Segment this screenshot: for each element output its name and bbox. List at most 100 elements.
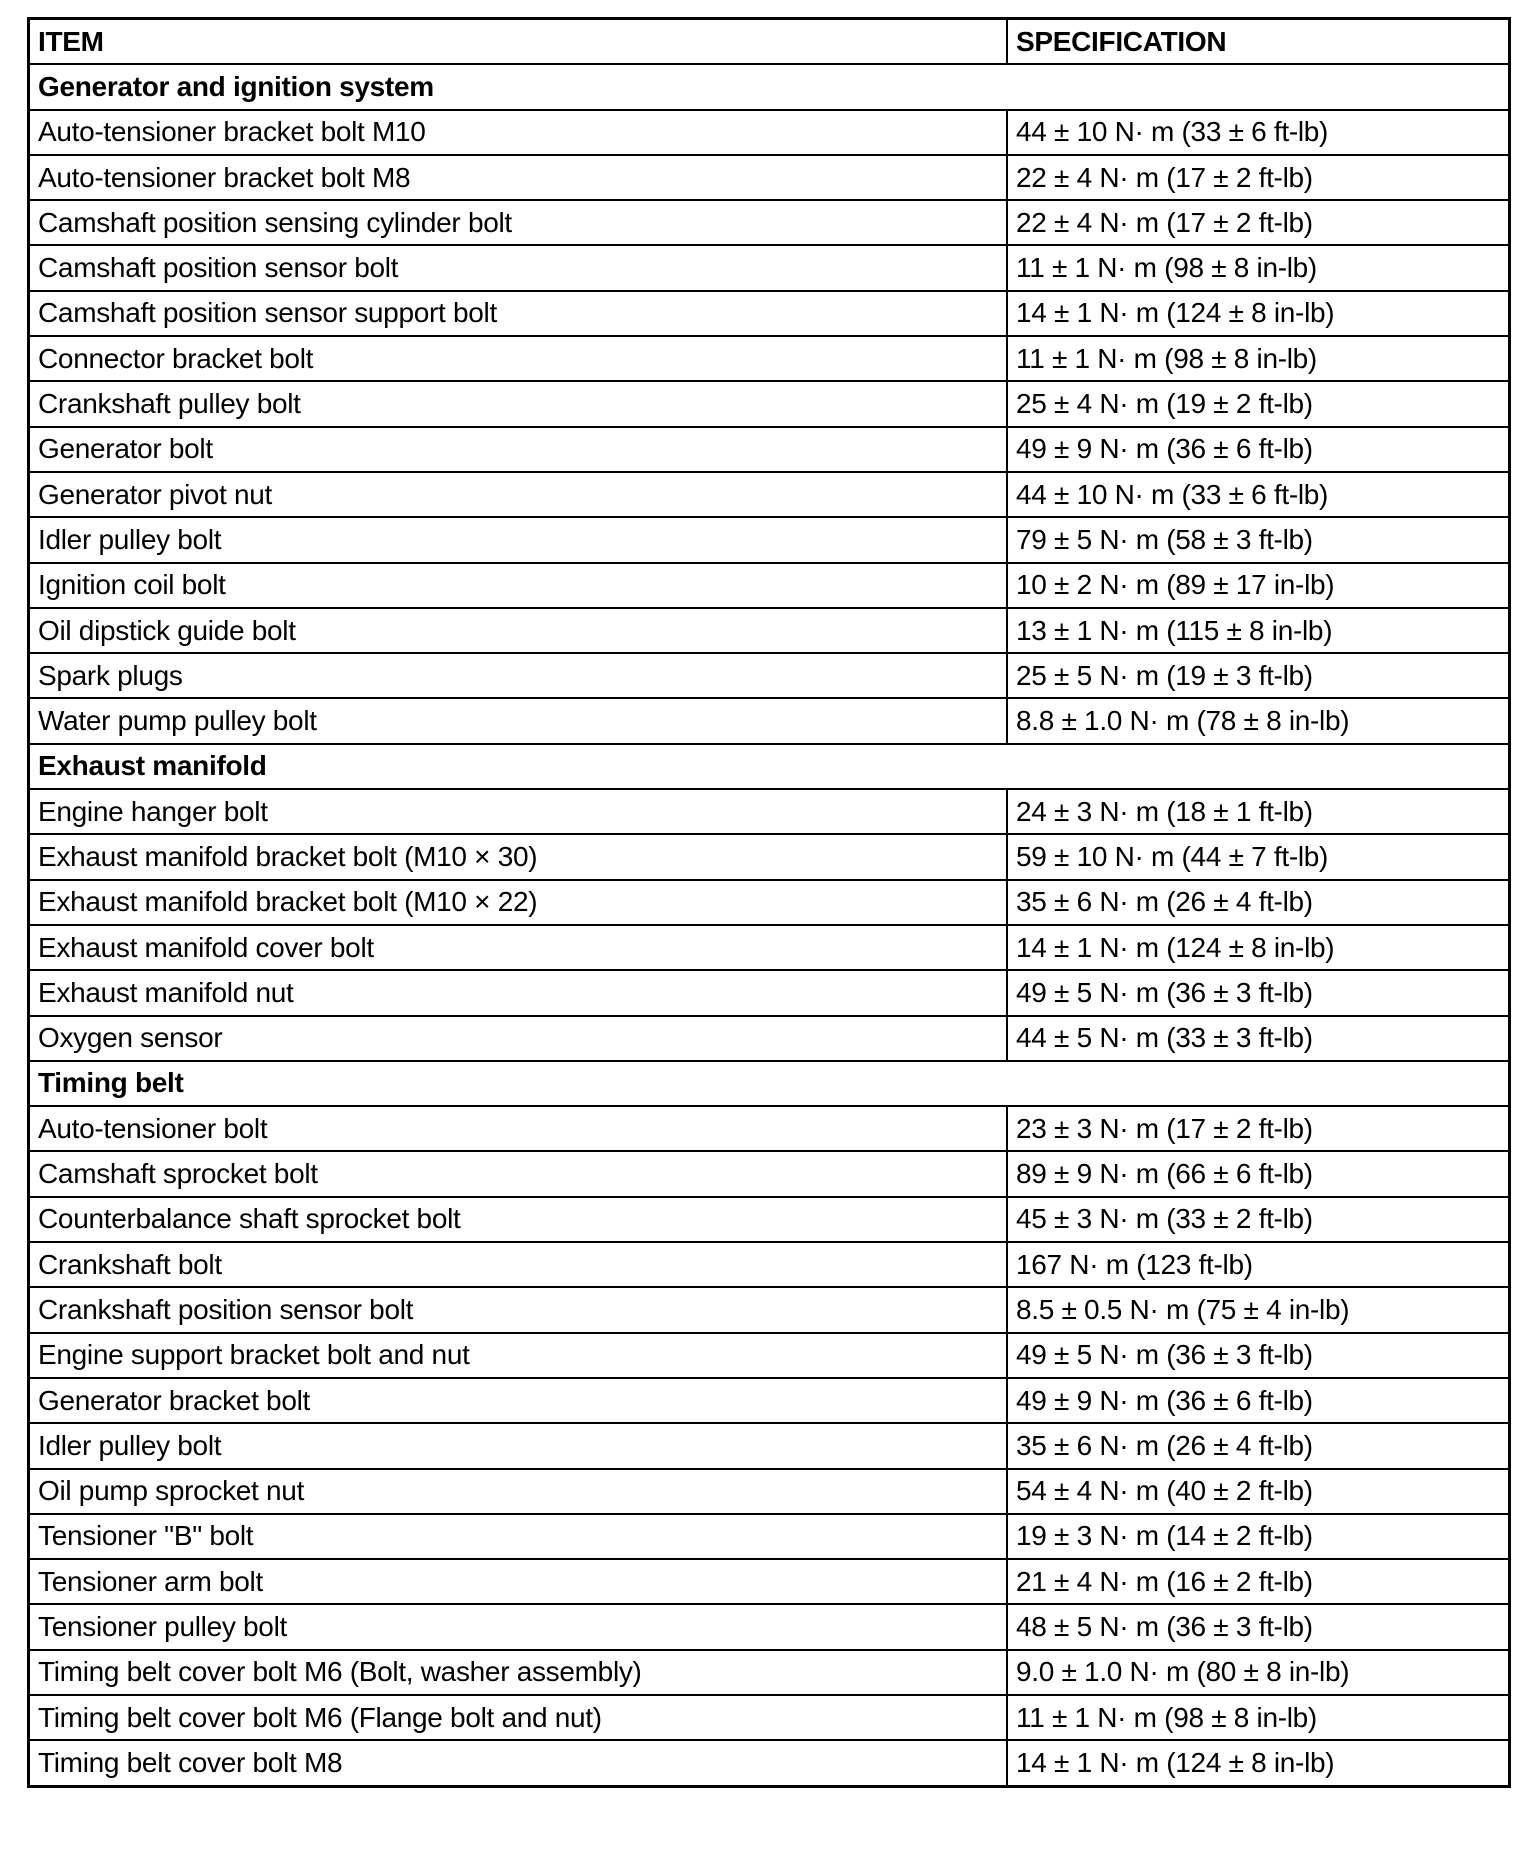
table-row: Crankshaft bolt 167 N· m (123 ft-lb) — [27, 1241, 1511, 1289]
table-row: Idler pulley bolt 79 ± 5 N· m (58 ± 3 ft-… — [27, 516, 1511, 564]
item-cell: Tensioner arm bolt — [27, 1558, 1008, 1606]
item-cell: Idler pulley bolt — [27, 516, 1008, 564]
table-row: Exhaust manifold bracket bolt (M10 × 30)… — [27, 833, 1511, 881]
specification-cell: 79 ± 5 N· m (58 ± 3 ft-lb) — [1006, 516, 1511, 564]
item-cell: Engine support bracket bolt and nut — [27, 1331, 1008, 1379]
specification-cell: 21 ± 4 N· m (16 ± 2 ft-lb) — [1006, 1558, 1511, 1606]
item-cell: Generator bracket bolt — [27, 1376, 1008, 1425]
table-row: Crankshaft pulley bolt 25 ± 4 N· m (19 ± … — [27, 380, 1511, 428]
section-title: Timing belt — [27, 1059, 1511, 1108]
table-row: Generator bracket bolt 49 ± 9 N· m (36 ± … — [27, 1376, 1511, 1425]
specification-cell: 25 ± 5 N· m (19 ± 3 ft-lb) — [1006, 652, 1511, 700]
specification-cell: 9.0 ± 1.0 N· m (80 ± 8 in-lb) — [1006, 1648, 1511, 1696]
table-row: Generator bolt 49 ± 9 N· m (36 ± 6 ft-lb) — [27, 425, 1511, 473]
item-cell: Oil pump sprocket nut — [27, 1467, 1008, 1515]
specification-cell: 44 ± 5 N· m (33 ± 3 ft-lb) — [1006, 1014, 1511, 1062]
item-cell: Exhaust manifold bracket bolt (M10 × 22) — [27, 878, 1008, 926]
specification-cell: 19 ± 3 N· m (14 ± 2 ft-lb) — [1006, 1512, 1511, 1561]
item-cell: Timing belt cover bolt M6 (Bolt, washer … — [27, 1648, 1008, 1696]
item-cell: Tensioner "B" bolt — [27, 1512, 1008, 1561]
specification-cell: 48 ± 5 N· m (36 ± 3 ft-lb) — [1006, 1603, 1511, 1651]
specification-cell: 167 N· m (123 ft-lb) — [1006, 1241, 1511, 1289]
table-row: Auto-tensioner bracket bolt M8 22 ± 4 N· … — [27, 153, 1511, 202]
specification-cell: 49 ± 9 N· m (36 ± 6 ft-lb) — [1006, 1376, 1511, 1425]
specification-cell: 49 ± 9 N· m (36 ± 6 ft-lb) — [1006, 425, 1511, 473]
specification-cell: 14 ± 1 N· m (124 ± 8 in-lb) — [1006, 289, 1511, 338]
item-cell: Crankshaft pulley bolt — [27, 380, 1008, 428]
header-item: ITEM — [27, 17, 1008, 66]
table-row: Connector bracket bolt 11 ± 1 N· m (98 ± … — [27, 335, 1511, 383]
table-row: Engine support bracket bolt and nut 49 ± … — [27, 1331, 1511, 1379]
section-title: Exhaust manifold — [27, 742, 1511, 791]
item-cell: Tensioner pulley bolt — [27, 1603, 1008, 1651]
specification-cell: 22 ± 4 N· m (17 ± 2 ft-lb) — [1006, 199, 1511, 247]
item-cell: Oxygen sensor — [27, 1014, 1008, 1062]
table-row: Engine hanger bolt 24 ± 3 N· m (18 ± 1 ft… — [27, 788, 1511, 836]
specification-cell: 44 ± 10 N· m (33 ± 6 ft-lb) — [1006, 108, 1511, 156]
specification-cell: 11 ± 1 N· m (98 ± 8 in-lb) — [1006, 244, 1511, 292]
specification-cell: 24 ± 3 N· m (18 ± 1 ft-lb) — [1006, 788, 1511, 836]
table-row: Spark plugs 25 ± 5 N· m (19 ± 3 ft-lb) — [27, 652, 1511, 700]
table-row: Exhaust manifold cover bolt 14 ± 1 N· m (… — [27, 923, 1511, 972]
specification-cell: 13 ± 1 N· m (115 ± 8 in-lb) — [1006, 606, 1511, 655]
header-row: ITEM SPECIFICATION — [27, 17, 1511, 66]
specification-cell: 8.5 ± 0.5 N· m (75 ± 4 in-lb) — [1006, 1286, 1511, 1334]
specification-cell: 89 ± 9 N· m (66 ± 6 ft-lb) — [1006, 1150, 1511, 1198]
specification-cell: 22 ± 4 N· m (17 ± 2 ft-lb) — [1006, 153, 1511, 202]
section-row: Timing belt — [27, 1059, 1511, 1108]
table-row: Idler pulley bolt 35 ± 6 N· m (26 ± 4 ft-… — [27, 1422, 1511, 1470]
specification-cell: 10 ± 2 N· m (89 ± 17 in-lb) — [1006, 561, 1511, 609]
table-row: Tensioner pulley bolt 48 ± 5 N· m (36 ± 3… — [27, 1603, 1511, 1651]
item-cell: Exhaust manifold cover bolt — [27, 923, 1008, 972]
table-row: Camshaft position sensor support bolt 14 … — [27, 289, 1511, 338]
section-title: Generator and ignition system — [27, 63, 1511, 111]
specification-cell: 14 ± 1 N· m (124 ± 8 in-lb) — [1006, 923, 1511, 972]
specification-cell: 23 ± 3 N· m (17 ± 2 ft-lb) — [1006, 1105, 1511, 1153]
table-row: Crankshaft position sensor bolt 8.5 ± 0.5… — [27, 1286, 1511, 1334]
table-row: Oil pump sprocket nut 54 ± 4 N· m (40 ± 2… — [27, 1467, 1511, 1515]
item-cell: Timing belt cover bolt M8 — [27, 1739, 1008, 1788]
specification-cell: 8.8 ± 1.0 N· m (78 ± 8 in-lb) — [1006, 697, 1511, 745]
item-cell: Camshaft position sensor support bolt — [27, 289, 1008, 338]
item-cell: Timing belt cover bolt M6 (Flange bolt a… — [27, 1693, 1008, 1742]
item-cell: Crankshaft position sensor bolt — [27, 1286, 1008, 1334]
header-specification: SPECIFICATION — [1006, 17, 1511, 66]
specification-cell: 49 ± 5 N· m (36 ± 3 ft-lb) — [1006, 969, 1511, 1017]
item-cell: Engine hanger bolt — [27, 788, 1008, 836]
item-cell: Spark plugs — [27, 652, 1008, 700]
table-row: Generator pivot nut 44 ± 10 N· m (33 ± 6 … — [27, 470, 1511, 519]
specification-cell: 59 ± 10 N· m (44 ± 7 ft-lb) — [1006, 833, 1511, 881]
table-row: Oil dipstick guide bolt 13 ± 1 N· m (115 … — [27, 606, 1511, 655]
item-cell: Exhaust manifold bracket bolt (M10 × 30) — [27, 833, 1008, 881]
table-row: Ignition coil bolt 10 ± 2 N· m (89 ± 17 i… — [27, 561, 1511, 609]
item-cell: Counterbalance shaft sprocket bolt — [27, 1195, 1008, 1244]
table-row: Camshaft position sensing cylinder bolt 2… — [27, 199, 1511, 247]
table-row: Camshaft position sensor bolt 11 ± 1 N· m… — [27, 244, 1511, 292]
item-cell: Camshaft position sensing cylinder bolt — [27, 199, 1008, 247]
specification-cell: 35 ± 6 N· m (26 ± 4 ft-lb) — [1006, 878, 1511, 926]
item-cell: Auto-tensioner bracket bolt M8 — [27, 153, 1008, 202]
specification-cell: 44 ± 10 N· m (33 ± 6 ft-lb) — [1006, 470, 1511, 519]
item-cell: Camshaft position sensor bolt — [27, 244, 1008, 292]
specification-cell: 11 ± 1 N· m (98 ± 8 in-lb) — [1006, 1693, 1511, 1742]
specification-cell: 54 ± 4 N· m (40 ± 2 ft-lb) — [1006, 1467, 1511, 1515]
item-cell: Water pump pulley bolt — [27, 697, 1008, 745]
table-row: Exhaust manifold bracket bolt (M10 × 22)… — [27, 878, 1511, 926]
table-row: Timing belt cover bolt M8 14 ± 1 N· m (12… — [27, 1739, 1511, 1788]
item-cell: Auto-tensioner bracket bolt M10 — [27, 108, 1008, 156]
section-row: Exhaust manifold — [27, 742, 1511, 791]
specification-cell: 45 ± 3 N· m (33 ± 2 ft-lb) — [1006, 1195, 1511, 1244]
table-row: Tensioner arm bolt 21 ± 4 N· m (16 ± 2 ft… — [27, 1558, 1511, 1606]
table-row: Water pump pulley bolt 8.8 ± 1.0 N· m (78… — [27, 697, 1511, 745]
item-cell: Camshaft sprocket bolt — [27, 1150, 1008, 1198]
torque-spec-table: ITEM SPECIFICATION Generator and ignitio… — [27, 17, 1511, 1788]
specification-cell: 14 ± 1 N· m (124 ± 8 in-lb) — [1006, 1739, 1511, 1788]
item-cell: Oil dipstick guide bolt — [27, 606, 1008, 655]
item-cell: Generator pivot nut — [27, 470, 1008, 519]
item-cell: Exhaust manifold nut — [27, 969, 1008, 1017]
item-cell: Crankshaft bolt — [27, 1241, 1008, 1289]
section-row: Generator and ignition system — [27, 63, 1511, 111]
specification-cell: 49 ± 5 N· m (36 ± 3 ft-lb) — [1006, 1331, 1511, 1379]
specification-cell: 35 ± 6 N· m (26 ± 4 ft-lb) — [1006, 1422, 1511, 1470]
table-row: Auto-tensioner bolt 23 ± 3 N· m (17 ± 2 f… — [27, 1105, 1511, 1153]
